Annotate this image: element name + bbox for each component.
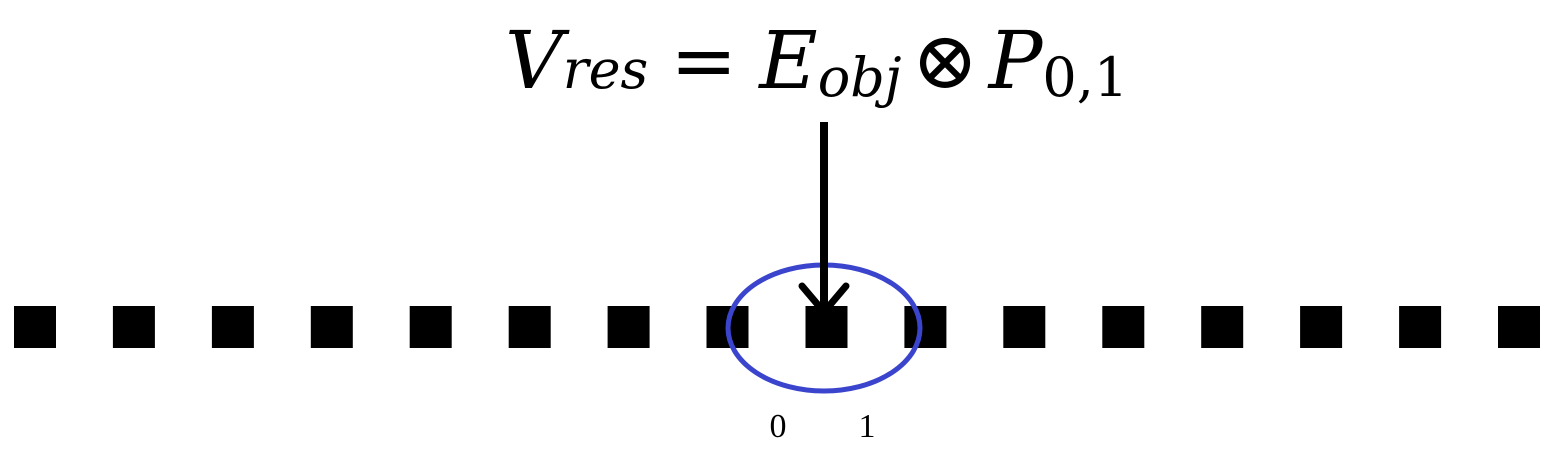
formula-operator: ⊗ [912,14,979,107]
cell [1300,306,1343,348]
cell [1102,306,1145,348]
formula-equals: = [670,14,737,107]
cell [310,306,353,348]
formula-rhs1-base: E [757,14,817,107]
cell [1399,306,1442,348]
formula-lhs-sub: res [563,38,648,101]
formula-rhs1-sub: obj [818,46,902,109]
cell [508,306,551,348]
cell [1201,306,1244,348]
index-label-1: 1 [859,408,876,445]
formula-rhs2-sub: 0,1 [1042,46,1128,109]
cell [1003,306,1046,348]
cell [211,306,254,348]
cell-row [14,306,1540,348]
cell [607,306,650,348]
formula: Vres = Eobj ⊗ P0,1 [505,14,1128,109]
cell-highlighted [904,306,947,348]
cell [14,306,56,348]
arrow-head [798,282,850,316]
down-arrow-icon [798,122,850,316]
formula-rhs2-base: P [987,14,1044,107]
cell [409,306,452,348]
cell [1498,306,1540,348]
index-label-0: 0 [770,408,787,445]
formula-lhs-base: V [505,14,570,107]
cell [112,306,155,348]
